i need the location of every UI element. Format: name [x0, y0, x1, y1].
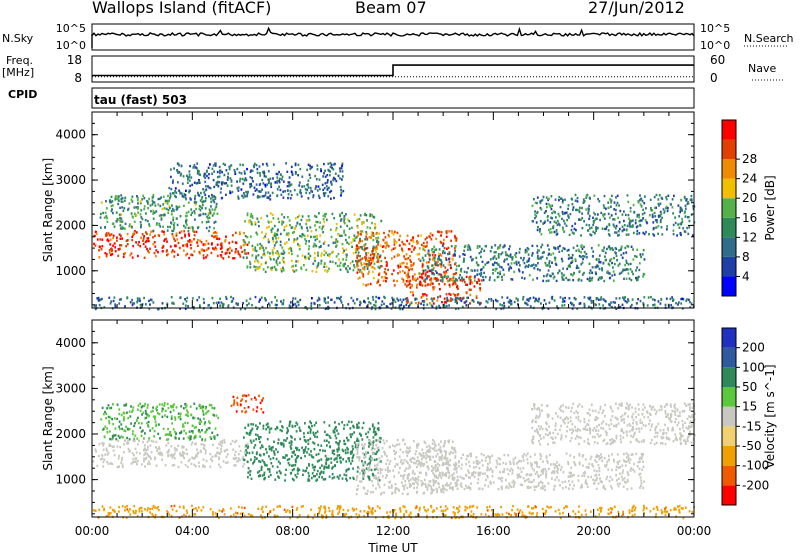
x-tick-label: 16:00 — [476, 524, 511, 538]
colorbar-tick-label: 20 — [742, 191, 757, 205]
colorbar-frame — [721, 119, 737, 297]
colorbar-tick-label: 28 — [742, 152, 757, 166]
power-scatter-cells — [93, 161, 696, 311]
y-tick-label: 1000 — [55, 473, 86, 487]
colorbar-swatch — [722, 198, 736, 218]
nave-tick-top: 60 — [710, 53, 725, 67]
nsky-series-line — [91, 26, 695, 48]
nsky-tick-top: 10^5 — [56, 22, 86, 35]
freq-unit: [MHz] — [2, 66, 35, 79]
nsearch-tick-bottom: 10^0 — [700, 39, 730, 52]
nsky-label: N.Sky — [2, 32, 34, 45]
colorbar-swatch — [722, 446, 736, 466]
colorbar-swatch — [722, 426, 736, 446]
x-tick-label: 00:00 — [677, 524, 712, 538]
freq-panel-frame — [91, 55, 695, 83]
colorbar-tick-label: 12 — [742, 230, 757, 244]
freq-series-line — [92, 64, 694, 77]
nsearch-label: N.Search — [744, 32, 794, 45]
radar-title: Wallops Island (fitACF) — [92, 0, 272, 17]
colorbar-swatch — [722, 276, 736, 296]
colorbar-swatch — [722, 367, 736, 387]
nsky-panel-frame — [91, 23, 695, 51]
freq-tick-top: 18 — [67, 53, 82, 67]
colorbar-swatch — [722, 139, 736, 160]
y-tick-label: 1000 — [55, 264, 86, 278]
colorbar-swatch — [722, 237, 736, 257]
colorbar-tick-label: 50 — [742, 380, 757, 394]
colorbar-frame — [721, 327, 737, 506]
nave-label: Nave — [748, 62, 777, 75]
beam-label: Beam 07 — [355, 0, 427, 17]
colorbar-swatch — [722, 256, 736, 277]
x-tick-label: 12:00 — [376, 524, 411, 538]
y-tick-label: 2000 — [55, 427, 86, 441]
range-panel-frame — [91, 111, 695, 309]
colorbar-tick-label: 4 — [742, 269, 750, 283]
colorbar-swatch — [722, 159, 736, 179]
colorbar-swatch — [722, 465, 736, 486]
colorbar-tick-label: 200 — [742, 341, 765, 355]
colorbar-swatch — [722, 485, 736, 505]
nsearch-tick-top: 10^5 — [700, 22, 730, 35]
y-tick-label: 3000 — [55, 381, 86, 395]
nave-tick-bottom: 0 — [710, 71, 718, 85]
colorbar-swatch — [722, 328, 736, 348]
y-tick-label: 4000 — [55, 336, 86, 350]
x-axis-title: Time UT — [367, 541, 418, 554]
x-tick-label: 04:00 — [175, 524, 210, 538]
freq-tick-bottom: 8 — [74, 71, 82, 85]
colorbar-swatch — [722, 120, 736, 140]
colorbar-title: Power [dB] — [763, 175, 777, 240]
colorbar-tick-label: 16 — [742, 211, 757, 225]
cpid-panel-frame — [91, 87, 695, 109]
x-tick-label: 08:00 — [275, 524, 310, 538]
y-tick-label: 3000 — [55, 173, 86, 187]
colorbar-swatch — [722, 406, 736, 427]
nsky-tick-bottom: 10^0 — [56, 39, 86, 52]
colorbar-tick-label: -15 — [742, 419, 762, 433]
colorbar-swatch — [722, 217, 736, 238]
x-tick-label: 00:00 — [75, 524, 110, 538]
y-tick-label: 2000 — [55, 218, 86, 232]
date-label: 27/Jun/2012 — [588, 0, 685, 17]
velocity-scatter-cells — [92, 393, 696, 520]
colorbar-tick-label: -50 — [742, 439, 762, 453]
y-axis-title: Slant Range [km] — [41, 366, 55, 470]
cpid-label: CPID — [8, 88, 38, 101]
y-tick-label: 4000 — [55, 128, 86, 142]
colorbar-swatch — [722, 178, 736, 199]
colorbar-tick-label: 8 — [742, 250, 750, 264]
freq-label: Freq. — [6, 54, 34, 67]
x-tick-label: 20:00 — [576, 524, 611, 538]
y-axis-title: Slant Range [km] — [41, 158, 55, 262]
cpid-value: tau (fast) 503 — [94, 93, 187, 107]
colorbar-swatch — [722, 347, 736, 368]
colorbar-tick-label: -100 — [742, 459, 769, 473]
colorbar-title: Velocity [m s^-1] — [763, 364, 777, 468]
colorbar-swatch — [722, 387, 736, 407]
colorbar-tick-label: 24 — [742, 172, 757, 186]
colorbar-tick-label: 100 — [742, 360, 765, 374]
colorbar-tick-label: -200 — [742, 478, 769, 492]
colorbar-tick-label: 15 — [742, 400, 757, 414]
